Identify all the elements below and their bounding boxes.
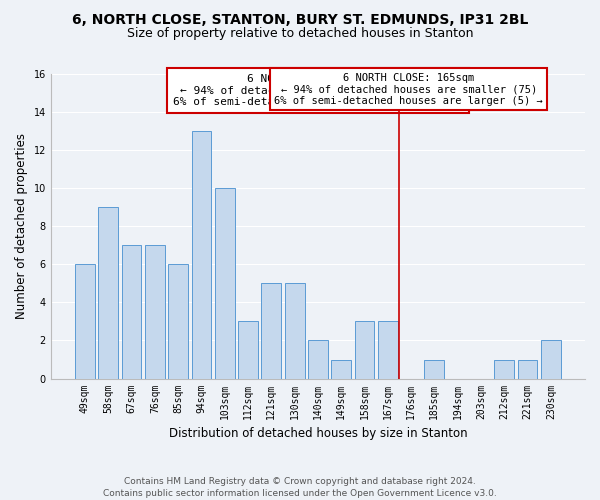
Bar: [145, 246, 165, 378]
Text: 6, NORTH CLOSE, STANTON, BURY ST. EDMUNDS, IP31 2BL: 6, NORTH CLOSE, STANTON, BURY ST. EDMUND…: [72, 12, 528, 26]
Bar: [494, 360, 514, 378]
X-axis label: Distribution of detached houses by size in Stanton: Distribution of detached houses by size …: [169, 427, 467, 440]
Bar: [331, 360, 351, 378]
Text: Size of property relative to detached houses in Stanton: Size of property relative to detached ho…: [127, 28, 473, 40]
Bar: [308, 340, 328, 378]
Bar: [285, 284, 305, 378]
Bar: [238, 322, 258, 378]
Y-axis label: Number of detached properties: Number of detached properties: [15, 134, 28, 320]
Bar: [518, 360, 538, 378]
Text: Contains HM Land Registry data © Crown copyright and database right 2024.
Contai: Contains HM Land Registry data © Crown c…: [103, 476, 497, 498]
Text: 6 NORTH CLOSE: 165sqm
← 94% of detached houses are smaller (75)
6% of semi-detac: 6 NORTH CLOSE: 165sqm ← 94% of detached …: [274, 72, 543, 106]
Bar: [424, 360, 444, 378]
Bar: [262, 284, 281, 378]
Bar: [75, 264, 95, 378]
Bar: [168, 264, 188, 378]
Bar: [122, 246, 142, 378]
Bar: [98, 207, 118, 378]
Text: 6 NORTH CLOSE: 165sqm
← 94% of detached houses are smaller (75)
6% of semi-detac: 6 NORTH CLOSE: 165sqm ← 94% of detached …: [173, 74, 463, 107]
Bar: [215, 188, 235, 378]
Bar: [378, 322, 398, 378]
Bar: [541, 340, 561, 378]
Bar: [355, 322, 374, 378]
Bar: [191, 131, 211, 378]
